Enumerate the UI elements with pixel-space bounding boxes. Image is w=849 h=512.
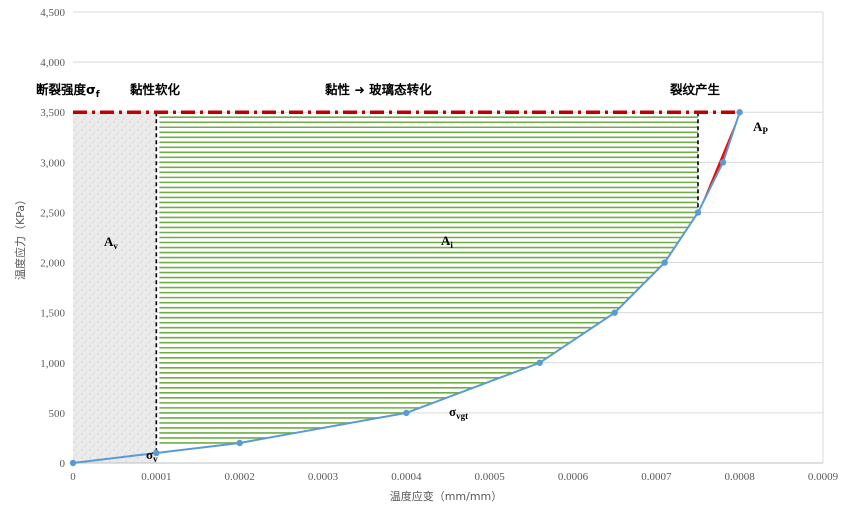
x-tick-label: 0.0007 [641, 471, 672, 483]
sigma-vgt-label: σvgt [449, 404, 468, 421]
data-point [536, 359, 543, 366]
x-tick-label: 0.0009 [808, 471, 839, 483]
fracture-strength-label: 断裂强度σf [36, 82, 100, 100]
axes: 0 500 1,000 1,500 2,000 2,500 3,000 3,500 4,000 4… [40, 7, 838, 483]
x-tick-label: 0.0006 [558, 471, 589, 483]
viscous-glass-transition-label: 黏性 ➜ 玻璃态转化 [325, 82, 432, 97]
y-tick-label: 4,500 [40, 7, 65, 19]
stress-strain-curve [72, 111, 741, 464]
y-axis-title: 温度应力（KPa） [13, 194, 27, 280]
sigma-v-label: σv [146, 447, 158, 464]
y-tick-label: 1,000 [40, 358, 65, 370]
data-point [661, 259, 668, 266]
data-point [69, 459, 77, 467]
series-lines [72, 110, 741, 464]
data-point [153, 449, 160, 457]
y-tick-label: 0 [60, 458, 66, 470]
data-point [403, 409, 410, 417]
y-tick-label: 4,000 [40, 57, 65, 69]
crack-region-ap [698, 112, 740, 213]
data-point [694, 209, 702, 216]
x-tick-label: 0 [70, 471, 76, 483]
area-ai-label: Ai [441, 233, 453, 250]
x-tick-label: 0.0001 [141, 471, 171, 483]
data-point [719, 159, 727, 166]
x-tick-label: 0.0008 [725, 471, 756, 483]
crack-generation-label: 裂纹产生 [669, 82, 721, 97]
x-tick-label: 0.0005 [475, 471, 506, 483]
area-av-label: Av [104, 234, 118, 251]
x-tick-label: 0.0003 [308, 471, 339, 483]
y-tick-label: 3,000 [40, 157, 65, 169]
regions [73, 112, 740, 463]
x-tick-label: 0.0004 [391, 471, 422, 483]
area-ap-label: AP [753, 119, 768, 136]
data-point [236, 439, 243, 447]
data-point [736, 109, 743, 116]
data-point [611, 309, 618, 316]
series-points [69, 109, 743, 467]
viscous-softening-region [73, 112, 157, 463]
y-tick-label: 2,500 [40, 207, 65, 219]
x-tick-label: 0.0002 [225, 471, 255, 483]
viscous-softening-label: 黏性软化 [130, 82, 181, 97]
x-axis-title: 温度应变（mm/mm） [390, 489, 503, 503]
y-tick-label: 2,000 [40, 258, 65, 270]
y-tick-label: 1,500 [40, 308, 65, 320]
y-tick-label: 3,500 [40, 107, 65, 119]
y-tick-label: 500 [49, 408, 66, 420]
hatch-area-ai [159, 116, 698, 444]
